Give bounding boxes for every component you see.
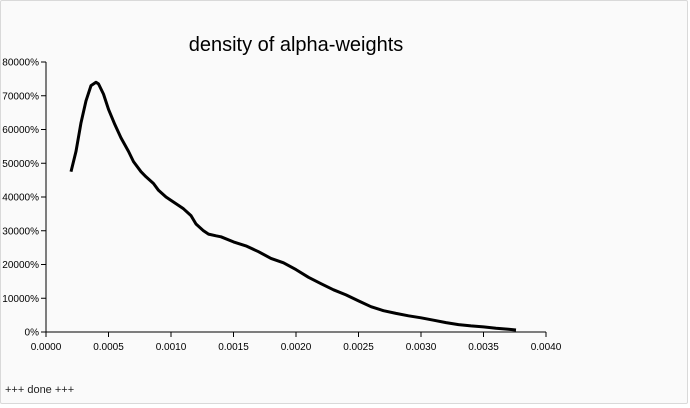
x-tick-label: 0.0000 [31,342,62,353]
density-chart: density of alpha-weights 0.0000 0.0005 0.00… [2,34,562,353]
x-tick-label: 0.0040 [531,342,562,353]
density-line [69,80,517,332]
status-text: +++ done +++ [5,384,75,396]
x-tick-label: 0.0015 [218,342,249,353]
y-tick-label: 30000% [2,226,39,237]
y-tick-label: 40000% [2,193,39,204]
y-tick-label: 20000% [2,260,39,271]
x-tick-label: 0.0035 [468,342,499,353]
chart-title: density of alpha-weights [189,34,404,56]
y-tick-label: 60000% [2,125,39,136]
x-tick-label: 0.0020 [281,342,312,353]
y-tick-label: 80000% [2,58,39,69]
x-tick-label: 0.0030 [406,342,437,353]
y-tick-label: 50000% [2,159,39,170]
x-tick-label: 0.0025 [343,342,374,353]
y-tick-label: 70000% [2,91,39,102]
y-tick-label: 0% [25,328,40,339]
y-tick-label: 10000% [2,294,39,305]
x-tick-label: 0.0005 [93,342,124,353]
x-tick-label: 0.0010 [156,342,187,353]
